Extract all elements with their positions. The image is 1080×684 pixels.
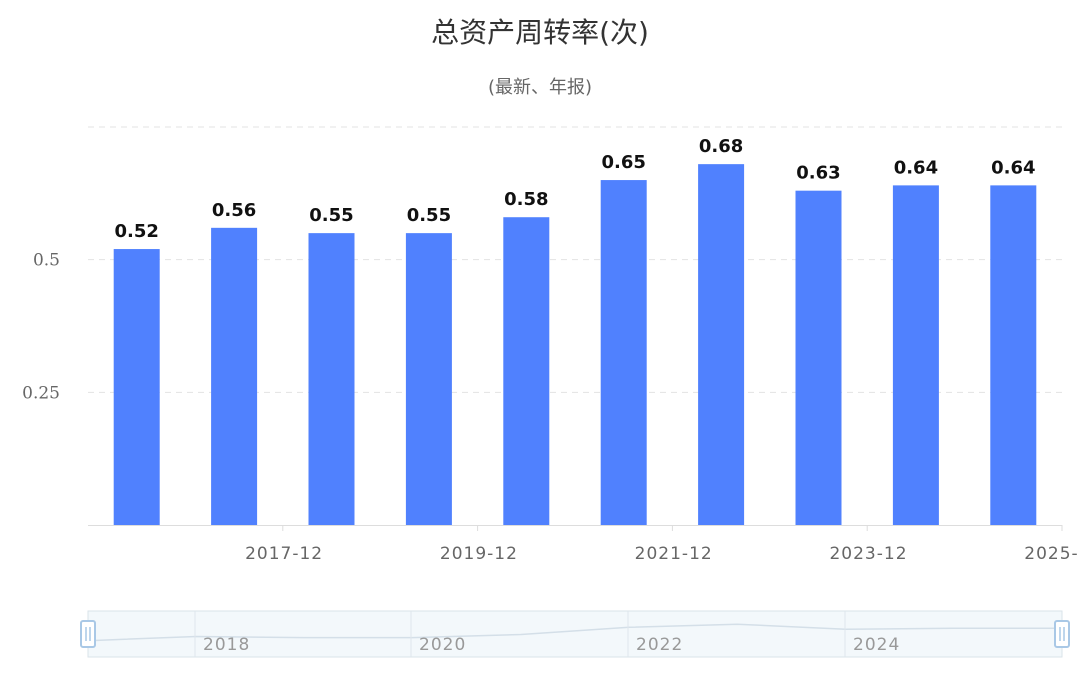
- bar[interactable]: [211, 227, 258, 525]
- bar[interactable]: [600, 180, 647, 526]
- zoom-tick-label: 2022: [636, 635, 683, 655]
- bar[interactable]: [503, 217, 550, 526]
- zoom-track[interactable]: [87, 610, 1063, 658]
- data-label: 0.64: [894, 157, 938, 178]
- chart-title: 总资产周转率(次): [431, 16, 649, 49]
- x-tick-label: 2025-12: [1024, 544, 1080, 564]
- bar[interactable]: [795, 190, 842, 525]
- y-tick-label: 0.5: [33, 251, 60, 271]
- bar[interactable]: [990, 185, 1037, 525]
- zoom-handle-right[interactable]: [1054, 620, 1070, 648]
- data-label: 0.56: [212, 200, 256, 221]
- bar[interactable]: [892, 185, 939, 525]
- data-labels: 0.52 0.56 0.55 0.55 0.58 0.65 0.68 0.63 0.64 0.64: [114, 136, 1035, 242]
- zoom-tick-label: 2020: [419, 635, 466, 655]
- zoom-data-shadow: [87, 623, 1062, 642]
- zoom-tick-label: 2024: [853, 635, 900, 655]
- x-tick-label: 2021-12: [635, 544, 713, 564]
- bar[interactable]: [113, 249, 160, 525]
- data-label: 0.68: [699, 136, 743, 157]
- bar[interactable]: [698, 164, 745, 525]
- chart-subtitle: (最新、年报): [488, 77, 592, 98]
- x-tick-label: 2023-12: [829, 544, 907, 564]
- data-label: 0.55: [309, 205, 353, 226]
- bar[interactable]: [405, 233, 452, 525]
- x-tick-label: 2017-12: [245, 544, 323, 564]
- bar[interactable]: [308, 233, 355, 525]
- data-label: 0.55: [407, 205, 451, 226]
- y-tick-label: 0.25: [22, 383, 60, 403]
- data-label: 0.64: [991, 157, 1035, 178]
- data-label: 0.58: [504, 189, 548, 210]
- bars: [113, 164, 1037, 526]
- data-label: 0.52: [114, 221, 158, 242]
- handle-body[interactable]: [80, 620, 96, 648]
- data-label: 0.63: [796, 163, 840, 184]
- data-label: 0.65: [601, 152, 645, 173]
- x-axis-ticks: 2017-12 2019-12 2021-12 2023-12 2025-12: [245, 525, 1080, 564]
- zoom-handle-left[interactable]: [80, 620, 96, 648]
- zoom-tick-label: 2018: [203, 635, 250, 655]
- zoom-slider[interactable]: 2018 2020 2022 2024: [80, 610, 1070, 658]
- handle-body[interactable]: [1054, 620, 1070, 648]
- x-tick-label: 2019-12: [440, 544, 518, 564]
- y-axis-ticks: 0.25 0.5: [22, 251, 60, 404]
- grid-lines: [88, 126, 1062, 393]
